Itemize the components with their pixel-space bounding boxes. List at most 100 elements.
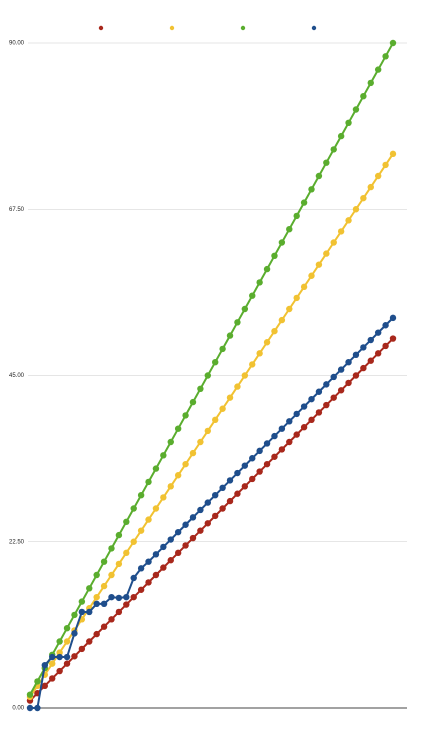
data-point bbox=[26, 691, 34, 698]
data-point bbox=[115, 608, 123, 616]
data-point bbox=[345, 379, 352, 387]
data-point bbox=[308, 186, 315, 193]
data-point bbox=[174, 425, 182, 432]
data-point bbox=[323, 401, 330, 409]
data-point bbox=[360, 194, 367, 202]
data-point bbox=[152, 551, 160, 558]
data-point bbox=[315, 409, 323, 416]
data-point bbox=[308, 395, 315, 403]
data-point bbox=[263, 339, 271, 346]
data-point bbox=[374, 172, 382, 180]
data-point bbox=[145, 516, 152, 523]
data-point bbox=[123, 549, 130, 557]
data-point bbox=[271, 252, 278, 259]
data-point bbox=[212, 492, 219, 499]
data-point bbox=[86, 608, 93, 616]
data-point bbox=[367, 79, 374, 87]
data-point bbox=[352, 206, 360, 213]
data-point bbox=[286, 418, 293, 425]
data-point bbox=[234, 469, 241, 477]
data-point bbox=[212, 512, 219, 520]
y-tick-label: 45.00 bbox=[9, 373, 25, 379]
data-point bbox=[219, 405, 226, 412]
data-point bbox=[49, 660, 56, 667]
data-point bbox=[293, 431, 300, 438]
data-point bbox=[93, 593, 100, 601]
data-point bbox=[263, 265, 271, 273]
data-point bbox=[204, 499, 211, 506]
data-point bbox=[145, 558, 152, 565]
data-point bbox=[330, 239, 337, 246]
data-point bbox=[108, 571, 115, 579]
data-point bbox=[41, 661, 49, 669]
data-point bbox=[204, 520, 211, 527]
data-point bbox=[197, 438, 204, 446]
data-point bbox=[330, 146, 337, 153]
data-point bbox=[167, 536, 174, 543]
data-point bbox=[78, 598, 86, 605]
data-point bbox=[352, 372, 360, 379]
data-point bbox=[93, 600, 100, 608]
data-point bbox=[197, 506, 204, 514]
data-point bbox=[145, 579, 152, 586]
data-point bbox=[100, 623, 108, 630]
data-point bbox=[219, 345, 226, 353]
data-point bbox=[337, 132, 345, 140]
data-point bbox=[352, 106, 360, 113]
data-point bbox=[189, 514, 197, 521]
data-point bbox=[352, 351, 360, 359]
data-point bbox=[374, 350, 382, 357]
data-point bbox=[160, 452, 167, 459]
data-point bbox=[137, 586, 145, 593]
y-tick-label: 67.50 bbox=[9, 207, 25, 213]
data-point bbox=[360, 344, 367, 351]
data-point bbox=[300, 199, 308, 206]
data-point bbox=[123, 601, 130, 608]
data-point bbox=[234, 383, 241, 390]
data-point bbox=[234, 319, 241, 326]
data-point bbox=[234, 490, 241, 497]
data-point bbox=[78, 608, 86, 616]
data-point bbox=[337, 366, 345, 373]
data-point bbox=[308, 416, 315, 424]
legend-marker bbox=[98, 25, 104, 31]
data-point bbox=[212, 359, 219, 366]
data-point bbox=[374, 329, 382, 336]
data-point bbox=[34, 678, 41, 685]
data-point bbox=[49, 675, 56, 682]
data-point bbox=[330, 394, 337, 401]
data-point bbox=[56, 653, 63, 661]
data-point bbox=[271, 327, 278, 335]
y-tick-label: 0.00 bbox=[12, 706, 24, 712]
data-point bbox=[263, 440, 271, 447]
data-point bbox=[130, 538, 137, 545]
data-point bbox=[249, 361, 256, 368]
data-point bbox=[382, 342, 389, 350]
data-point bbox=[100, 582, 108, 590]
data-point bbox=[315, 388, 323, 395]
data-point bbox=[278, 446, 286, 453]
data-point bbox=[226, 332, 234, 339]
data-point bbox=[278, 316, 286, 324]
series-line bbox=[29, 337, 394, 702]
legend-marker bbox=[240, 25, 246, 31]
data-point bbox=[152, 571, 160, 579]
data-point bbox=[26, 704, 34, 712]
data-point bbox=[382, 53, 389, 60]
data-point bbox=[56, 638, 63, 645]
data-point bbox=[71, 611, 78, 619]
data-point bbox=[108, 545, 115, 552]
data-point bbox=[167, 557, 174, 564]
data-point bbox=[189, 534, 197, 542]
data-point bbox=[256, 350, 263, 357]
data-point bbox=[241, 462, 249, 469]
data-point bbox=[241, 305, 249, 313]
data-point bbox=[226, 477, 234, 484]
data-point bbox=[315, 261, 323, 268]
data-point bbox=[345, 359, 352, 366]
data-point bbox=[93, 630, 100, 638]
data-point bbox=[241, 483, 249, 490]
data-point bbox=[182, 412, 189, 419]
data-point bbox=[271, 432, 278, 440]
data-point bbox=[130, 505, 137, 512]
